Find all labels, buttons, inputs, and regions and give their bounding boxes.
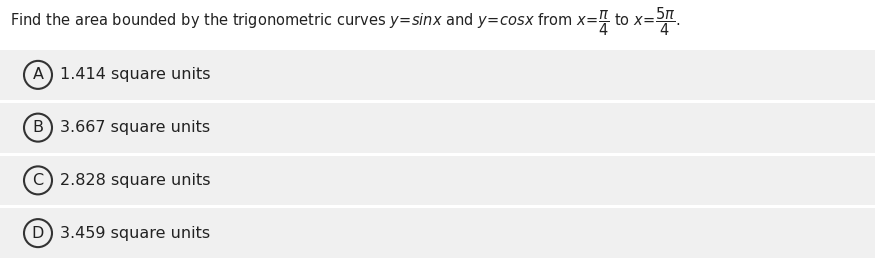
Text: B: B (32, 120, 44, 135)
Bar (0, 156, 875, 205)
Bar (0, 50, 875, 100)
Text: 1.414 square units: 1.414 square units (60, 67, 211, 82)
Text: 3.459 square units: 3.459 square units (60, 226, 210, 241)
Text: D: D (31, 226, 44, 241)
Text: C: C (32, 173, 44, 188)
Bar (0, 208, 875, 258)
Text: A: A (32, 67, 44, 82)
Text: Find the area bounded by the trigonometric curves $y\!=\!\mathit{sinx}$ and $y\!: Find the area bounded by the trigonometr… (10, 5, 681, 38)
Bar (0, 103, 875, 152)
Text: 2.828 square units: 2.828 square units (60, 173, 211, 188)
Text: 3.667 square units: 3.667 square units (60, 120, 210, 135)
